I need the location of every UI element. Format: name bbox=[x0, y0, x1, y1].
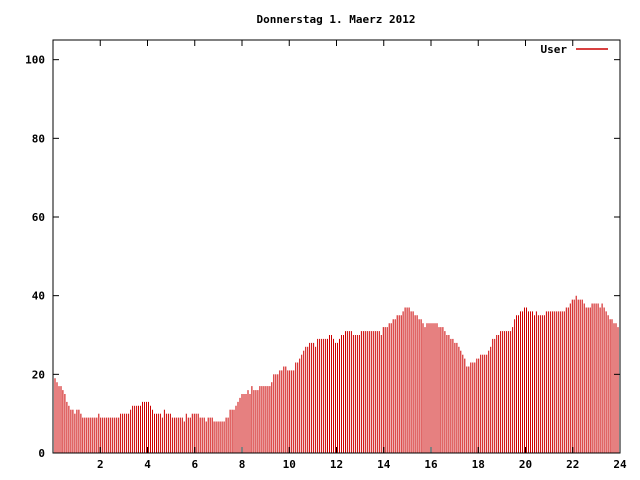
x-tick-label: 24 bbox=[613, 458, 627, 471]
x-tick-label: 8 bbox=[239, 458, 246, 471]
x-tick-label: 16 bbox=[424, 458, 438, 471]
x-tick-label: 4 bbox=[144, 458, 151, 471]
y-tick-label: 20 bbox=[32, 368, 45, 381]
y-tick-label: 0 bbox=[38, 447, 45, 460]
x-tick-label: 2 bbox=[97, 458, 104, 471]
x-tick-label: 18 bbox=[472, 458, 485, 471]
x-tick-label: 22 bbox=[566, 458, 579, 471]
legend-label: User bbox=[541, 43, 568, 56]
x-tick-label: 14 bbox=[377, 458, 391, 471]
y-tick-label: 40 bbox=[32, 290, 45, 303]
y-tick-label: 80 bbox=[32, 132, 45, 145]
chart-title: Donnerstag 1. Maerz 2012 bbox=[257, 13, 416, 26]
x-tick-label: 12 bbox=[330, 458, 343, 471]
y-tick-label: 100 bbox=[25, 54, 45, 67]
x-tick-label: 20 bbox=[519, 458, 532, 471]
x-tick-label: 6 bbox=[191, 458, 198, 471]
x-tick-label: 10 bbox=[283, 458, 296, 471]
bars-group bbox=[52, 295, 621, 453]
y-tick-label: 60 bbox=[32, 211, 45, 224]
